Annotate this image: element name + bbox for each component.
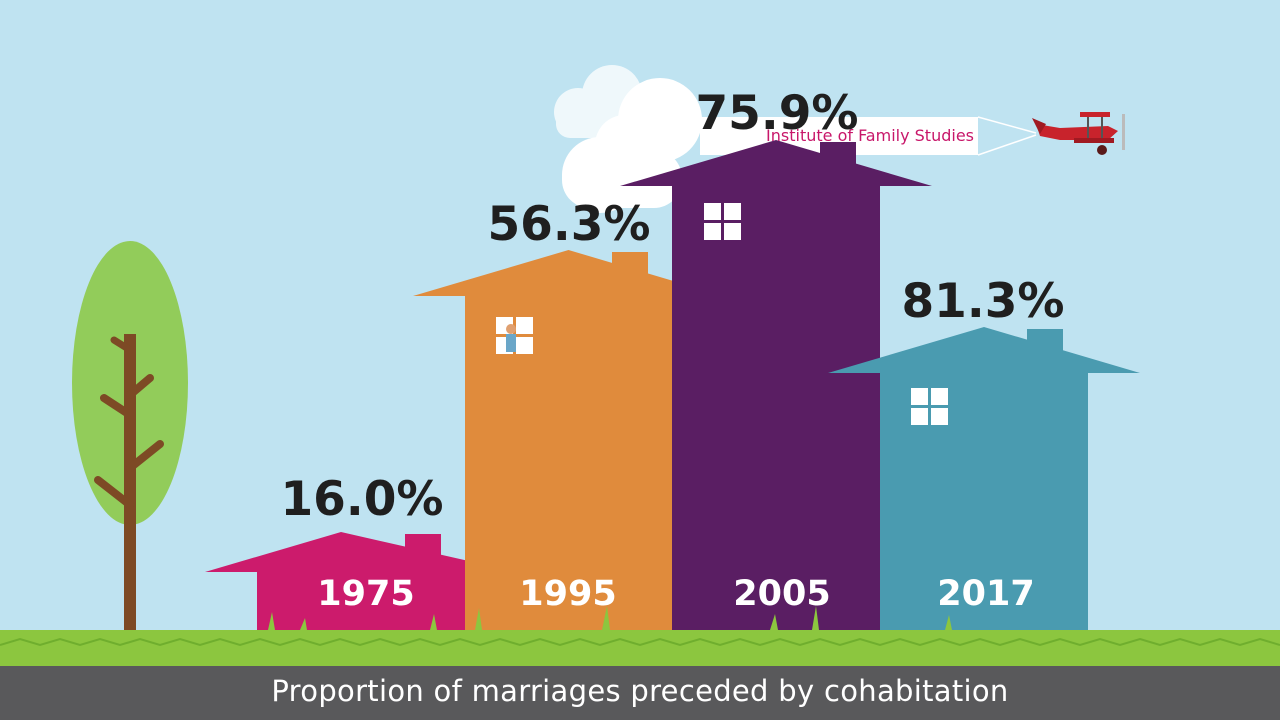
- person-icon: [506, 324, 516, 352]
- category-label: 1995: [519, 574, 617, 614]
- house-chimney: [405, 534, 441, 574]
- tree-icon: [72, 241, 188, 632]
- house-chimney: [612, 252, 648, 298]
- house-bars: [205, 140, 1140, 630]
- house-bar-1975: [205, 532, 517, 630]
- value-label: 81.3%: [901, 274, 1065, 329]
- bar: [672, 186, 880, 630]
- house-bar-1995: [413, 250, 724, 630]
- chart-title: Proportion of marriages preceded by coha…: [271, 674, 1009, 708]
- category-label: 1975: [317, 574, 415, 614]
- house-bar-2005: [620, 140, 932, 630]
- cloud-icon: [562, 78, 702, 213]
- category-label: 2017: [937, 574, 1035, 614]
- window-icon: [704, 203, 741, 240]
- bar: [257, 572, 465, 630]
- value-label: 56.3%: [487, 197, 651, 252]
- category-label: 2005: [733, 574, 831, 614]
- banner-text: Institute of Family Studies: [766, 126, 974, 145]
- caption-bar: [0, 666, 1280, 720]
- grass: [0, 606, 1280, 666]
- airplane-icon: [1032, 112, 1125, 155]
- window-icon: [911, 388, 948, 425]
- value-label: 16.0%: [280, 472, 444, 527]
- value-label: 75.9%: [695, 86, 859, 141]
- house-bar-2017: [828, 327, 1140, 630]
- house-chimney: [820, 142, 856, 188]
- house-chimney: [1027, 329, 1063, 375]
